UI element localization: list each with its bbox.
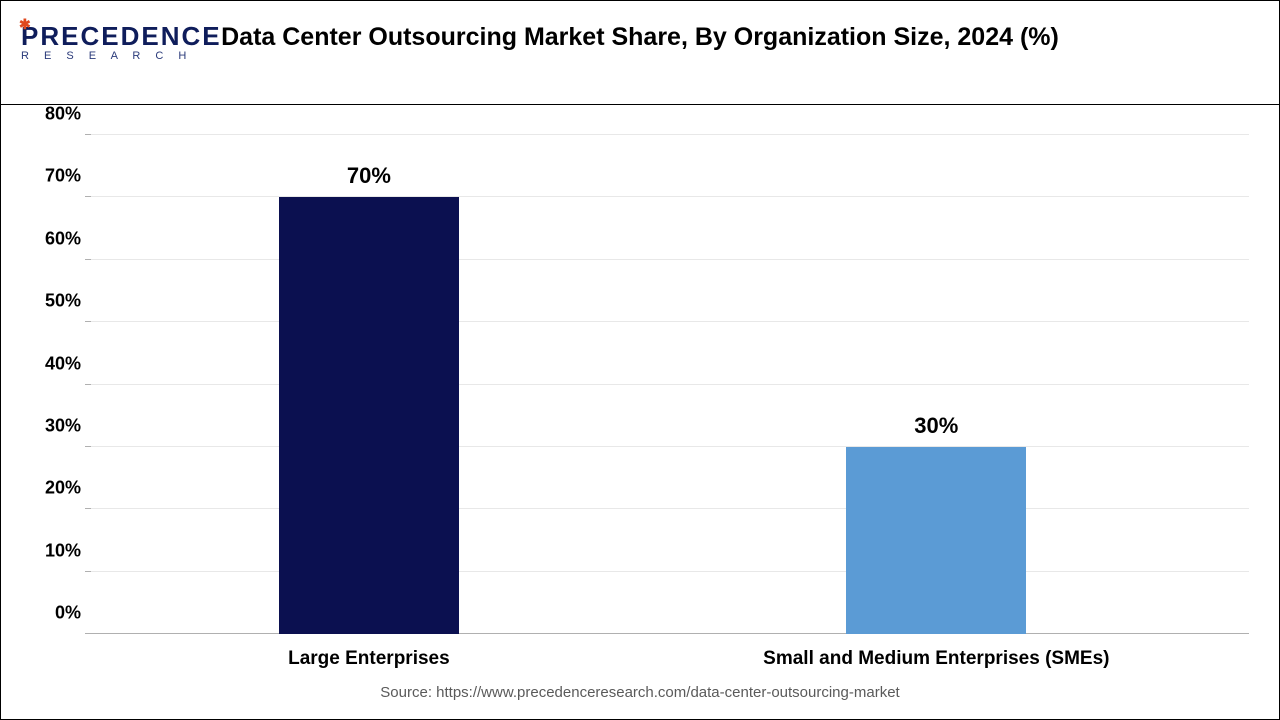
grid-line — [91, 134, 1249, 135]
grid-line — [91, 571, 1249, 572]
bar-value-label: 70% — [347, 163, 391, 189]
grid-line — [91, 259, 1249, 260]
chart-title: Data Center Outsourcing Market Share, By… — [1, 21, 1279, 54]
grid-line — [91, 321, 1249, 322]
x-category-label: Small and Medium Enterprises (SMEs) — [763, 648, 1109, 670]
y-tick-mark — [85, 571, 91, 572]
y-tick-label: 10% — [45, 540, 81, 561]
y-tick-mark — [85, 134, 91, 135]
plot-area: 0%10%20%30%40%50%60%70%80%70%Large Enter… — [91, 135, 1249, 634]
y-tick-label: 70% — [45, 166, 81, 187]
y-tick-mark — [85, 321, 91, 322]
y-tick-mark — [85, 196, 91, 197]
y-tick-label: 50% — [45, 291, 81, 312]
y-tick-mark — [85, 508, 91, 509]
bar: 30% — [846, 447, 1026, 634]
chart-frame: PRECEDENCE R E S E A R C H Data Center O… — [0, 0, 1280, 720]
y-tick-mark — [85, 633, 91, 634]
y-tick-label: 60% — [45, 228, 81, 249]
grid-line — [91, 446, 1249, 447]
bar: 70% — [279, 197, 459, 634]
y-tick-mark — [85, 259, 91, 260]
y-tick-label: 20% — [45, 478, 81, 499]
grid-line — [91, 384, 1249, 385]
source-citation: Source: https://www.precedenceresearch.c… — [1, 684, 1279, 701]
y-tick-label: 80% — [45, 104, 81, 125]
chart-region: 0% 10% 20% 30% 40% 50% 60% 70% 80% 70% Large Enter… — [1, 105, 1279, 719]
header: PRECEDENCE R E S E A R C H Data Center O… — [1, 1, 1279, 105]
y-tick-label: 0% — [55, 603, 81, 624]
y-tick-label: 40% — [45, 353, 81, 374]
x-axis-line — [91, 633, 1249, 634]
bar-value-label: 30% — [914, 413, 958, 439]
grid-line — [91, 508, 1249, 509]
grid-line — [91, 196, 1249, 197]
y-tick-mark — [85, 446, 91, 447]
x-category-label: Large Enterprises — [288, 648, 450, 670]
y-tick-label: 30% — [45, 415, 81, 436]
y-tick-mark — [85, 384, 91, 385]
